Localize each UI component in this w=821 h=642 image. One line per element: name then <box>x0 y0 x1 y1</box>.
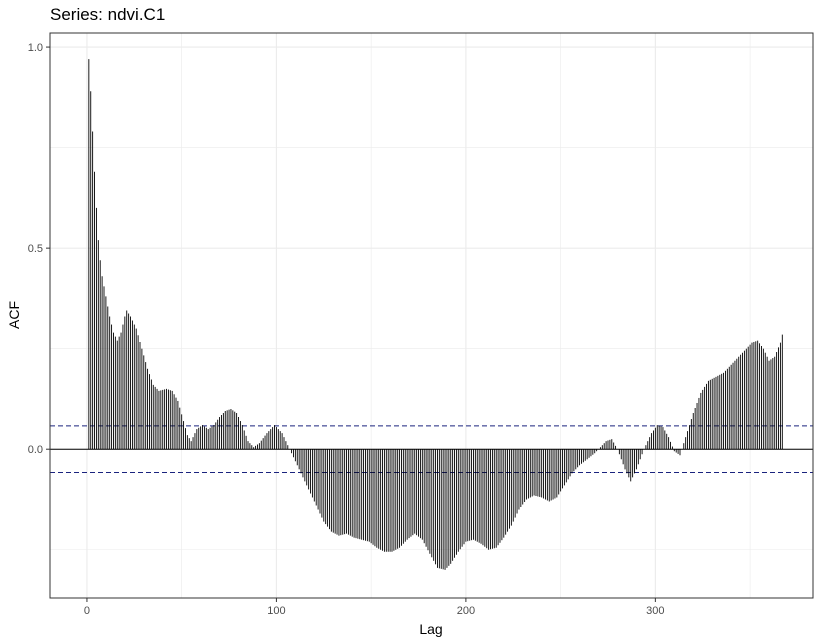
acf-bars <box>88 59 783 570</box>
x-tick-label: 200 <box>457 605 475 617</box>
y-tick-label: 0.0 <box>28 444 43 456</box>
axis-ticks: 0 100 200 300 0.0 0.5 1.0 <box>28 42 665 617</box>
chart-title: Series: ndvi.C1 <box>50 5 165 24</box>
y-tick-label: 0.5 <box>28 243 43 255</box>
x-tick-label: 300 <box>646 605 664 617</box>
x-axis-title: Lag <box>419 621 442 637</box>
y-axis-title: ACF <box>6 301 22 329</box>
x-tick-label: 0 <box>84 605 90 617</box>
confidence-bounds <box>50 425 813 474</box>
x-tick-label: 100 <box>267 605 285 617</box>
y-tick-label: 1.0 <box>28 42 43 54</box>
plot-panel-border <box>49 32 814 599</box>
